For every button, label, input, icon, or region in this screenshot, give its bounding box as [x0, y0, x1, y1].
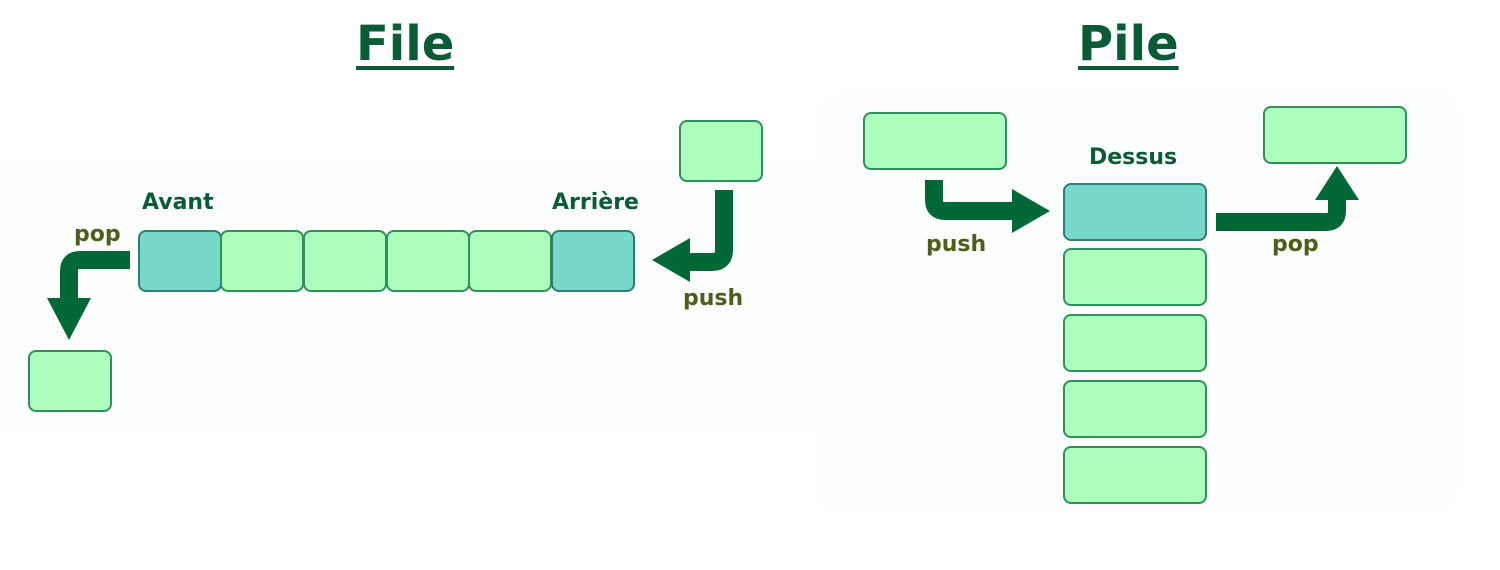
stack-element [1063, 314, 1207, 372]
rear-label: Arrière [552, 190, 639, 215]
queue-popped-element [28, 350, 112, 412]
stack-title: Pile [1078, 16, 1179, 72]
queue-element [303, 230, 387, 292]
stack-element-top [1063, 183, 1207, 241]
stack-element [1063, 446, 1207, 504]
queue-pop-arrow [47, 251, 130, 340]
stack-pop-label: pop [1272, 232, 1319, 257]
queue-element [468, 230, 552, 292]
queue-panel [0, 160, 852, 432]
queue-element [220, 230, 304, 292]
stack-incoming-element [863, 112, 1007, 170]
stack-push-label: push [926, 232, 987, 257]
top-label: Dessus [1089, 145, 1178, 170]
queue-element-rear [551, 230, 635, 292]
queue-element-front [138, 230, 222, 292]
queue-push-label: push [683, 286, 744, 311]
stack-element [1063, 248, 1207, 306]
queue-push-arrow [652, 190, 733, 282]
stack-popped-element [1263, 106, 1407, 164]
queue-title: File [356, 16, 455, 72]
stack-pop-arrow [1216, 166, 1359, 231]
stack-push-arrow [925, 180, 1050, 233]
queue-incoming-element [679, 120, 763, 182]
stack-element [1063, 380, 1207, 438]
queue-pop-label: pop [74, 222, 121, 247]
front-label: Avant [142, 190, 214, 215]
queue-element [386, 230, 470, 292]
